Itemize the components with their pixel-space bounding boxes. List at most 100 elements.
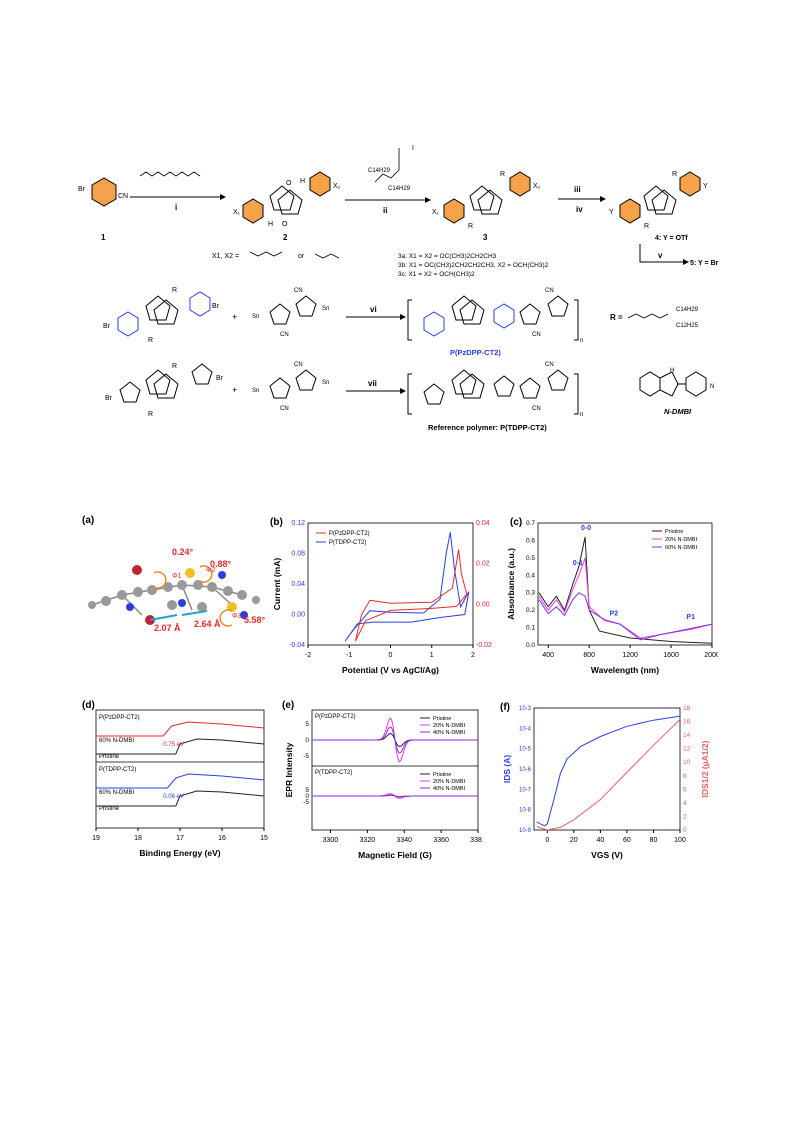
series-label: 60% N-DMBI	[99, 790, 134, 796]
stannane-2: Sn Sn CN CN	[252, 362, 329, 412]
x-tick-label: 3320	[360, 837, 376, 844]
x-axis-label: Wavelength (nm)	[591, 665, 659, 675]
svg-text:R: R	[672, 171, 677, 178]
y-left-tick-label: 0.04	[291, 581, 305, 588]
annotation: 0-1	[573, 560, 583, 567]
subplot-title: P(PzDPP-CT2)	[315, 714, 356, 720]
series-label: Pristine	[99, 754, 120, 760]
y-tick-label: 5	[305, 787, 309, 794]
y-right-tick-label: 12	[683, 746, 691, 753]
svg-text:CN: CN	[280, 406, 289, 412]
x-tick-label: 18	[134, 835, 142, 842]
panel-e-label: (e)	[282, 700, 294, 711]
polymer-pz-structure: n CN CN	[407, 288, 583, 344]
dist-2: 2.64 Å	[194, 619, 221, 629]
svg-text:n: n	[580, 412, 583, 418]
compound-3-label: 3	[483, 233, 488, 242]
x-axis-label: VGS (V)	[591, 850, 623, 860]
dist-1: 2.07 Å	[154, 623, 181, 633]
step-vii-label: vii	[368, 379, 377, 388]
svg-text:R: R	[500, 171, 505, 178]
y-right-tick-label: 18	[683, 705, 691, 712]
svg-text:X₂: X₂	[333, 183, 341, 190]
y-right-tick-label: 0.00	[476, 601, 490, 608]
series-line-P(PzDPP-CT2)	[354, 549, 468, 642]
svg-text:Br: Br	[212, 303, 220, 310]
svg-text:CN: CN	[294, 362, 303, 368]
svg-text:CN: CN	[532, 406, 541, 412]
y-tick-label: -5	[303, 799, 309, 806]
svg-text:v: v	[658, 251, 663, 260]
legend-label: P(PzDPP-CT2)	[329, 531, 370, 537]
series-line-40% N-DMBI	[312, 794, 478, 798]
svg-text:CN: CN	[545, 362, 554, 368]
svg-text:+: +	[232, 312, 237, 322]
annotation: P2	[610, 610, 619, 617]
svg-text:C14H29: C14H29	[676, 307, 699, 313]
polymer-1-label: P(PzDPP-CT2)	[450, 348, 501, 357]
y-left-tick-label: 10-9	[519, 828, 532, 834]
x-tick-label: 17	[176, 835, 184, 842]
line-3b: 3b: X1 = OC(CH3)2CH2CH2CH3, X2 = OCH(CH3…	[398, 262, 549, 269]
monomer-t: Br Br R R	[105, 363, 224, 418]
y-right-tick-label: 0	[683, 827, 687, 834]
svg-text:iv: iv	[576, 205, 583, 214]
annotation: 0-0	[581, 525, 591, 532]
y-left-tick-label: 10-3	[519, 706, 532, 712]
svg-text:Br: Br	[216, 375, 224, 382]
x-tick-label: 3340	[396, 837, 412, 844]
y-left-tick-label: 0.08	[291, 551, 305, 558]
svg-text:H: H	[268, 221, 273, 228]
svg-text:CN: CN	[280, 332, 289, 338]
y-left-tick-label: 10-7	[519, 787, 532, 793]
legend-label: Pristine	[665, 529, 683, 535]
compound-1: Br CN 1	[78, 177, 128, 242]
y-tick-label: 0.0	[526, 642, 535, 649]
y-left-tick-label: 10-5	[519, 747, 532, 753]
x-tick-label: 2	[471, 652, 475, 659]
svg-text:O: O	[282, 221, 288, 228]
line-3c: 3c: X1 = X2 = OCH(CH3)2	[398, 271, 475, 278]
x-definition: X1, X2 =	[212, 253, 239, 260]
y-left-axis-label: IDS (A)	[502, 755, 512, 784]
y-axis-label: Current (mA)	[272, 558, 282, 611]
legend-label: P(TDPP-CT2)	[329, 540, 366, 546]
compound-1-label: 1	[101, 233, 106, 242]
x-tick-label: -2	[305, 652, 311, 659]
series-line-60% N-DMBI	[96, 721, 265, 737]
svg-text:n: n	[580, 338, 583, 344]
step-ii-label: ii	[383, 206, 387, 215]
legend-label: 20% N-DMBI	[433, 779, 466, 785]
y-tick-label: 0.7	[526, 520, 535, 527]
phi-1: Φ1	[172, 573, 182, 580]
svg-text:CN: CN	[118, 193, 128, 200]
y-right-tick-label: 10	[683, 759, 691, 766]
panel-c-absorbance-chart: (c) 400 800 1200 1600 2000 0.0 0.1 0.2 0.3 0.4 0.5 0…	[508, 517, 718, 675]
x-tick-label: 800	[583, 652, 595, 659]
panel-b-label: (b)	[270, 517, 283, 528]
synthesis-scheme: Br CN 1 i X₁ X₂ O H H O 2 X1, X2 = or I …	[78, 145, 719, 432]
svg-text:X₁: X₁	[432, 209, 440, 216]
subplot-title: P(TDPP-CT2)	[315, 770, 352, 776]
svg-text:Br: Br	[103, 323, 111, 330]
svg-text:Sn: Sn	[252, 388, 259, 394]
panel-d-binding-energy-chart: (d) 19 18 17 16 15 Binding Energy (eV) P(PzDPP-…	[82, 700, 268, 858]
y-left-tick-label: -0.04	[289, 642, 305, 649]
y-tick-label: -5	[303, 753, 309, 760]
svg-text:N: N	[710, 384, 714, 390]
y-right-tick-label: 0.02	[476, 561, 490, 568]
legend-label: 40% N-DMBI	[433, 730, 466, 736]
step-iii-iv: iii iv	[558, 185, 606, 214]
legend-label: Pristine	[433, 772, 451, 778]
x-tick-label: 19	[92, 835, 100, 842]
polymer-t-structure: n CN CN	[407, 362, 583, 418]
svg-text:Sn: Sn	[252, 314, 259, 320]
svg-text:R: R	[148, 337, 153, 344]
svg-text:+: +	[232, 385, 237, 395]
x-axis-label: Magnetic Field (G)	[358, 850, 432, 860]
dopant-label: N-DMBI	[664, 407, 692, 416]
x-tick-label: 100	[674, 837, 686, 844]
x-tick-label: 1600	[663, 652, 679, 659]
panel-f-transfer-chart: (f)0 20 40 60 80 10010-310-410-510-610-710-81…	[500, 702, 710, 860]
y-tick-label: 0	[305, 793, 309, 800]
